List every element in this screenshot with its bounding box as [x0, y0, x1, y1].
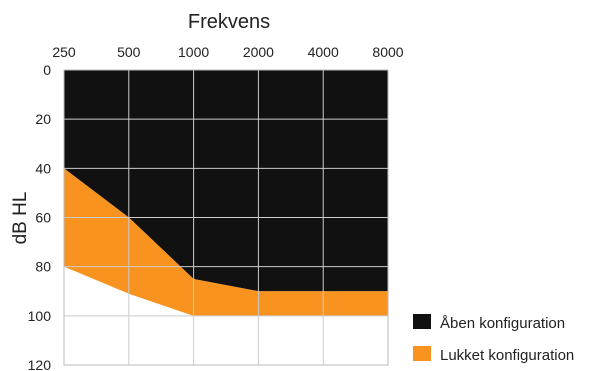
y-tick-label: 120	[28, 357, 52, 371]
x-tick-label: 1000	[178, 44, 209, 60]
plot-frame	[63, 69, 389, 366]
x-tick-label: 2000	[243, 44, 274, 60]
x-tick-label: 500	[117, 44, 141, 60]
legend-label-open: Åben konfiguration	[440, 315, 565, 332]
legend: Åben konfiguration Lukket konfiguration	[413, 314, 574, 364]
y-tick-label: 20	[35, 111, 51, 127]
legend-label-closed: Lukket konfiguration	[440, 347, 574, 364]
series-area-open	[64, 70, 388, 292]
y-tick-label: 0	[43, 62, 51, 78]
series-area-closed	[64, 168, 388, 316]
chart-title: Frekvens	[188, 11, 270, 33]
series-group	[64, 70, 388, 316]
y-tick-label: 40	[35, 160, 51, 176]
x-tick-label: 8000	[372, 44, 403, 60]
x-tick-label: 4000	[308, 44, 339, 60]
y-axis-label: dB HL	[10, 192, 31, 245]
x-tick-labels: 250 500 1000 2000 4000 8000	[52, 44, 403, 60]
y-tick-labels: 0 20 40 60 80 100 120	[28, 62, 52, 371]
grid-lines	[63, 69, 389, 366]
y-tick-label: 100	[28, 308, 52, 324]
y-tick-label: 60	[35, 210, 51, 226]
legend-swatch-open	[413, 314, 431, 329]
x-tick-label: 250	[52, 44, 76, 60]
y-tick-label: 80	[35, 259, 51, 275]
legend-swatch-closed	[413, 346, 431, 361]
